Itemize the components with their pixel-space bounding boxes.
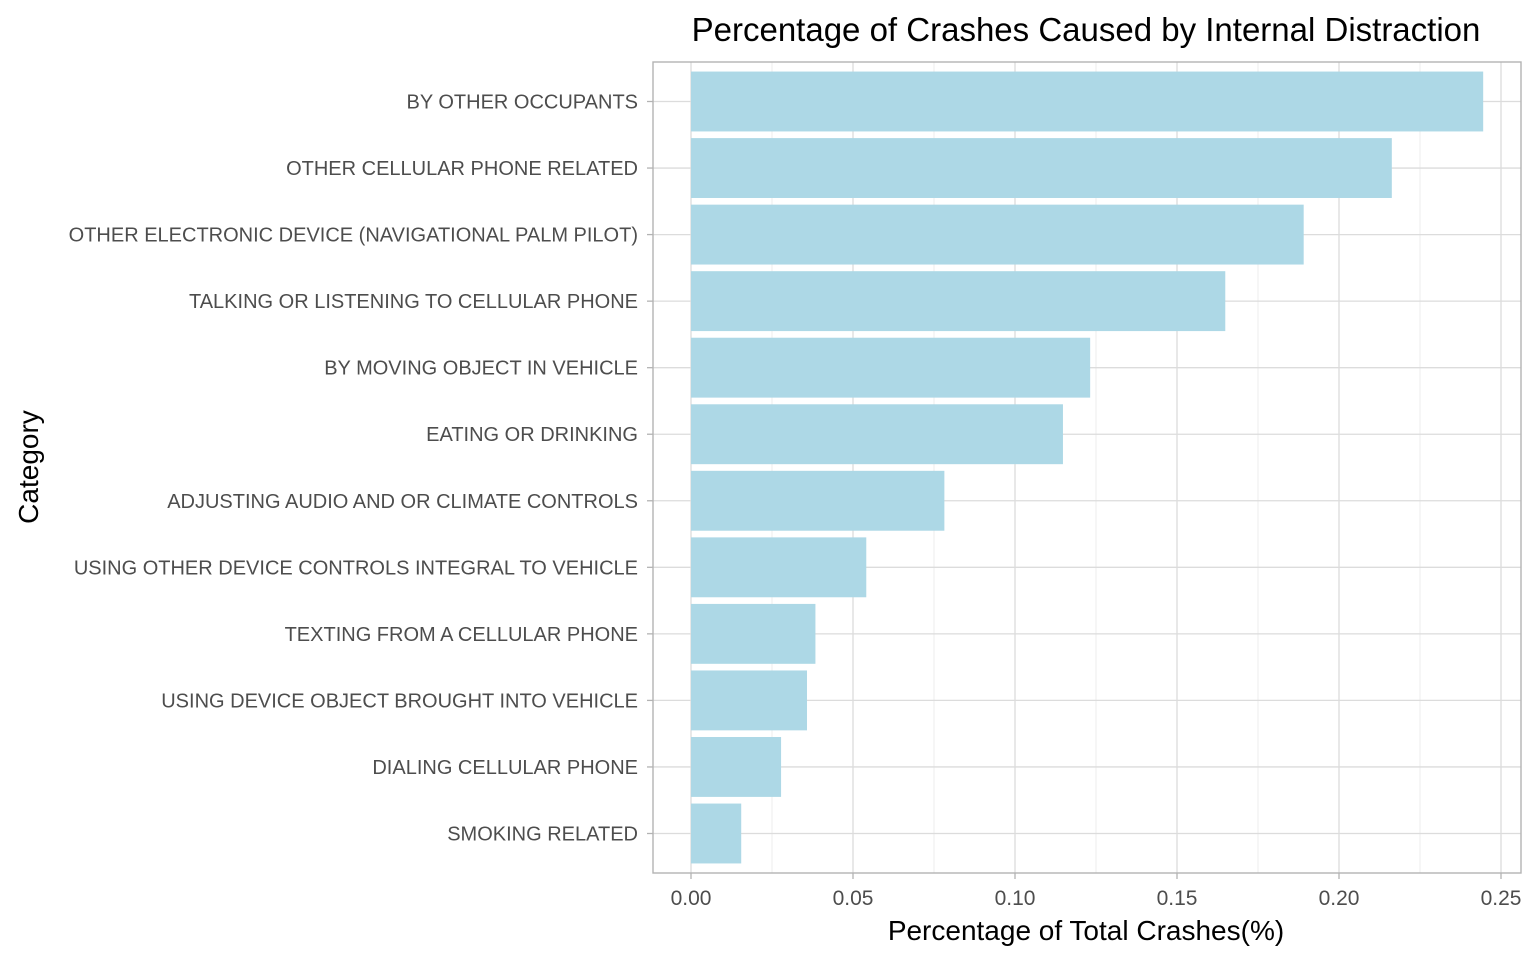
category-label: OTHER CELLULAR PHONE RELATED	[286, 158, 638, 180]
bar	[691, 603, 816, 664]
x-tick-label: 0.05	[833, 887, 874, 910]
bar	[691, 737, 782, 797]
x-tick-label: 0.10	[995, 887, 1036, 910]
panel-border	[652, 61, 1522, 874]
category-label: USING OTHER DEVICE CONTROLS INTEGRAL TO …	[74, 557, 638, 579]
category-labels: BY OTHER OCCUPANTS OTHER CELLULAR PHONE R…	[69, 92, 638, 846]
bar	[691, 138, 1392, 198]
y-axis-title: Category	[13, 410, 44, 524]
category-label: TALKING OR LISTENING TO CELLULAR PHONE	[189, 291, 638, 313]
category-label: OTHER ELECTRONIC DEVICE (NAVIGATIONAL PA…	[69, 225, 638, 247]
category-label: USING DEVICE OBJECT BROUGHT INTO VEHICLE	[161, 690, 638, 712]
bar	[691, 803, 742, 864]
x-tick-label: 0.25	[1481, 887, 1522, 910]
ticks-layer	[647, 100, 1502, 879]
x-tick-label: 0.15	[1157, 887, 1198, 910]
bar	[691, 537, 867, 598]
bar	[691, 470, 945, 531]
category-label: BY MOVING OBJECT IN VEHICLE	[324, 358, 638, 380]
bar	[691, 670, 807, 731]
x-tick-label: 0.00	[671, 887, 712, 910]
bar	[691, 71, 1484, 132]
bar	[691, 204, 1304, 265]
bars-layer	[691, 71, 1484, 864]
category-label: BY OTHER OCCUPANTS	[406, 92, 638, 114]
bar	[691, 404, 1063, 465]
category-label: SMOKING RELATED	[447, 824, 638, 846]
bar	[691, 271, 1226, 332]
category-label: ADJUSTING AUDIO AND OR CLIMATE CONTROLS	[167, 491, 638, 513]
category-label: EATING OR DRINKING	[426, 424, 638, 446]
x-tick-labels: 0.00 0.05 0.10 0.15 0.20 0.25	[671, 887, 1522, 910]
bar	[691, 337, 1091, 398]
x-axis-title: Percentage of Total Crashes(%)	[888, 915, 1284, 946]
x-tick-label: 0.20	[1319, 887, 1360, 910]
category-label: TEXTING FROM A CELLULAR PHONE	[285, 624, 638, 646]
chart-title: Percentage of Crashes Caused by Internal…	[692, 11, 1481, 48]
category-label: DIALING CELLULAR PHONE	[372, 757, 638, 779]
